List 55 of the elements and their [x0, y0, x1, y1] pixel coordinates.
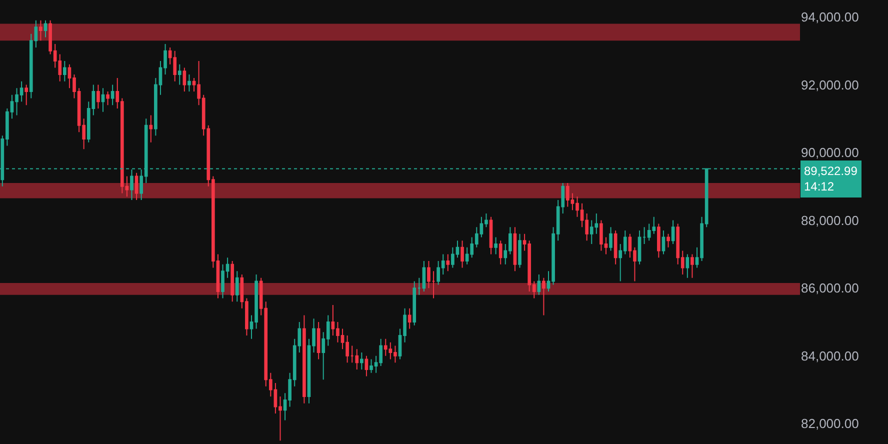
y-tick-label: 92,000.00 — [801, 77, 859, 92]
candlestick — [364, 355, 368, 377]
candlestick — [489, 216, 493, 255]
candlestick — [427, 260, 430, 289]
candlestick — [149, 114, 153, 143]
candlestick — [235, 270, 239, 302]
candlestick — [101, 88, 105, 112]
candlestick — [498, 240, 502, 265]
candlestick — [446, 254, 450, 272]
candlestick — [355, 348, 359, 370]
candlestick — [518, 233, 522, 268]
candlestick — [408, 308, 412, 330]
candlestick — [417, 277, 421, 296]
candlestick — [690, 254, 694, 278]
ref-line-label: 89,522.99 — [804, 164, 858, 178]
candlestick — [460, 240, 464, 268]
candlestick — [44, 20, 48, 38]
candlestick — [316, 321, 320, 360]
candlestick — [686, 254, 690, 278]
y-tick-label: 84,000.00 — [801, 348, 859, 364]
candlestick — [302, 314, 306, 404]
candlestick — [614, 230, 618, 265]
y-tick-label: 90,000.00 — [801, 145, 859, 160]
y-tick-label: 88,000.00 — [801, 212, 859, 228]
candlestick — [360, 352, 364, 370]
candlestick — [642, 226, 646, 245]
candlestick — [638, 230, 642, 265]
candlestick — [666, 233, 670, 248]
candlestick — [188, 74, 191, 92]
candlestick — [542, 277, 546, 316]
candlestick — [182, 67, 186, 92]
candlestick — [134, 172, 138, 200]
candlestick — [24, 84, 28, 106]
candlestick — [110, 84, 114, 106]
candlestick — [39, 20, 42, 42]
candlestick — [422, 260, 426, 292]
candlestick — [513, 226, 517, 272]
y-tick-label: 82,000.00 — [801, 416, 859, 432]
candlestick — [662, 230, 666, 255]
candlestick — [178, 64, 182, 86]
candlestick — [96, 84, 100, 109]
candlestick — [657, 223, 660, 258]
candlestick — [494, 236, 498, 255]
y-tick-label: 94,000.00 — [801, 10, 859, 24]
candlestick — [230, 260, 234, 302]
candlestick — [537, 274, 541, 296]
candlestick — [432, 270, 436, 299]
candlestick — [63, 60, 66, 82]
candlestick — [609, 226, 612, 252]
y-tick-label: 86,000.00 — [801, 280, 859, 296]
candlestick — [130, 168, 134, 200]
candlestick — [671, 220, 675, 245]
candlestick — [106, 91, 110, 106]
candlestick — [412, 280, 416, 326]
text: 14:12 — [804, 180, 834, 194]
